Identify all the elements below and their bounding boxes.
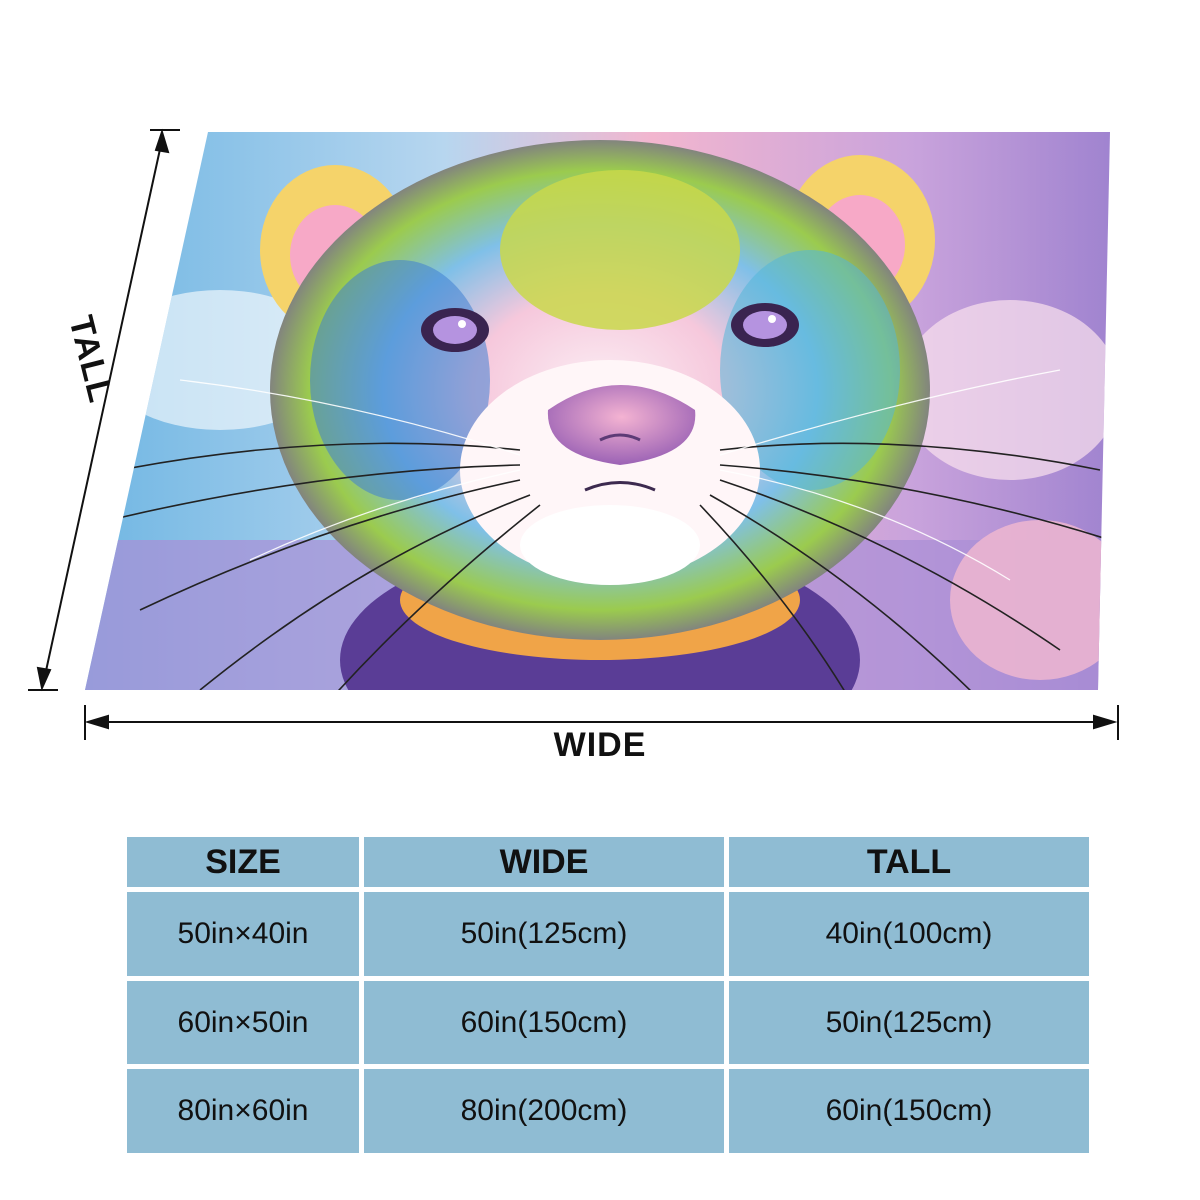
ferret-eyes: [421, 303, 799, 352]
header-size: SIZE: [127, 837, 359, 888]
tall-dimension-arrow: [28, 128, 180, 692]
blanket-illustration: [28, 128, 1119, 740]
wide-cell: 50in(125cm): [364, 892, 724, 976]
ferret-artwork: [85, 132, 1110, 690]
table-header-row: SIZE WIDE TALL: [127, 837, 1089, 888]
table-row: 80in×60in 80in(200cm) 60in(150cm): [127, 1069, 1089, 1153]
size-cell: 60in×50in: [127, 980, 359, 1065]
tall-cell: 60in(150cm): [729, 1069, 1089, 1153]
table-row: 50in×40in 50in(125cm) 40in(100cm): [127, 892, 1089, 976]
size-cell: 80in×60in: [127, 1069, 359, 1153]
wide-cell: 80in(200cm): [364, 1069, 724, 1153]
size-cell: 50in×40in: [127, 892, 359, 976]
ferret-whiskers: [109, 442, 1110, 690]
table-row: 60in×50in 60in(150cm) 50in(125cm): [127, 980, 1089, 1065]
header-wide: WIDE: [364, 837, 724, 888]
tall-cell: 40in(100cm): [729, 892, 1089, 976]
wide-label: WIDE: [553, 726, 647, 764]
wide-cell: 60in(150cm): [364, 980, 724, 1065]
ferret-nose: [547, 385, 696, 465]
size-table: SIZE WIDE TALL 50in×40in 50in(125cm) 40i…: [122, 832, 1094, 1158]
header-tall: TALL: [729, 837, 1089, 888]
wide-dimension-arrow: [84, 705, 1119, 740]
tall-cell: 50in(125cm): [729, 980, 1089, 1065]
